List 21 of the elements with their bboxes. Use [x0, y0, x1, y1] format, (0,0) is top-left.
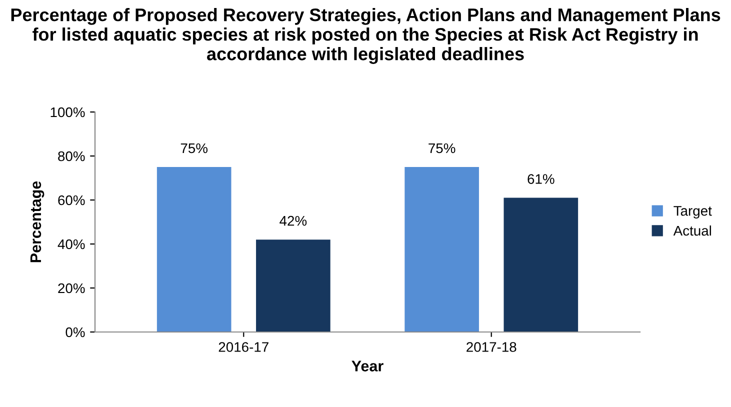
- bar: [504, 198, 578, 332]
- data-label: 75%: [428, 143, 456, 154]
- legend-label: Actual: [673, 225, 712, 236]
- x-tick-label: 2016-17: [218, 342, 268, 352]
- x-axis-title: Year: [352, 360, 384, 372]
- x-tick-label: 2017-18: [466, 342, 516, 352]
- data-label: 61%: [528, 174, 554, 184]
- y-tick-label: 20%: [58, 283, 85, 294]
- data-label: 75%: [180, 143, 208, 154]
- y-tick-label: 0%: [66, 327, 85, 338]
- y-tick-label: 80%: [58, 151, 85, 162]
- bar: [256, 240, 330, 332]
- y-tick-label: 60%: [58, 195, 85, 206]
- data-label: 42%: [280, 216, 307, 226]
- y-tick-label: 100%: [50, 107, 85, 118]
- bar: [156, 167, 232, 332]
- chart-title: Percentage of Proposed Recovery Strategies, Action Plans and Management Plans for listed aquatic species at risk posted on the Species at Risk Act Registry in accordance with legislated deadlines: [11, 8, 720, 64]
- y-axis-title: Percentage: [30, 181, 44, 262]
- y-tick-label: 40%: [58, 239, 85, 250]
- legend-label: Target: [674, 206, 712, 219]
- bar: [404, 167, 479, 332]
